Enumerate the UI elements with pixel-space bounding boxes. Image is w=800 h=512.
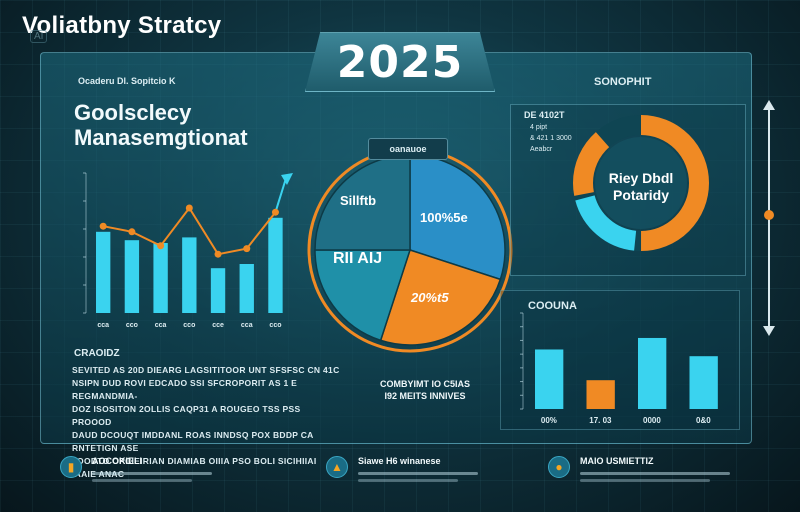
pie-slice (379, 249, 502, 346)
donut-center (595, 137, 687, 229)
bar (96, 231, 111, 313)
x-tick-label: cca (97, 322, 109, 329)
donut-segment-orange (573, 115, 709, 251)
footer-item-subline (92, 472, 212, 475)
bar (124, 240, 140, 313)
donut-ring-chart (573, 115, 709, 251)
summary-line-1: COMBYIMT IO C5IAS (379, 379, 470, 389)
pie-tab[interactable]: oanauoe (368, 138, 448, 160)
footer-item-subline (580, 479, 710, 482)
x-tick-label: 0000 (643, 416, 661, 425)
person-chart-icon: ● (548, 456, 570, 478)
app-title: Voliatbny Stratcy (22, 12, 222, 39)
line-point (157, 242, 165, 250)
footer-item-title: AOCOKIELI (92, 456, 143, 466)
x-tick-label: 00% (541, 416, 557, 425)
trend-arrow-icon (281, 173, 293, 185)
x-tick-label: cca (241, 322, 253, 329)
pie-slice-label-4: 20%t5 (411, 290, 449, 305)
donut-center-line-1: Riey Dbdl (608, 170, 674, 186)
x-tick-label: cco (269, 322, 281, 329)
bar (153, 243, 168, 313)
footer-item-3[interactable]: ● MAIO USMIETTIZ (548, 456, 730, 482)
x-tick-label: cco (126, 322, 138, 329)
x-tick-label: cca (155, 322, 167, 329)
bar (638, 337, 667, 409)
chart-icon: ▲ (326, 456, 348, 478)
ai-badge: AI (30, 30, 48, 43)
heading-line-1: Goolsclecy (74, 100, 192, 125)
x-tick-label: cce (212, 322, 224, 329)
year-label: 2025 (336, 36, 464, 88)
slider-down-arrow-icon[interactable] (763, 326, 775, 336)
footer-item-subline (358, 479, 458, 482)
bar (689, 356, 718, 409)
bar (182, 237, 197, 313)
donut-side-line-2: & 421 1 3000 (530, 135, 572, 142)
bar (268, 217, 283, 313)
text-line: SEVITED AS 20D DIEARG LAGSITITOOR UNT SF… (72, 365, 340, 375)
footer-bar: ▮ AOCOKIELI ▲ Siawe H6 winanese ● MAIO U… (0, 448, 800, 512)
x-tick-label: 17. 03 (589, 416, 612, 425)
header-left-label: Ocaderu Dl. Sopitcio K (78, 76, 176, 86)
donut-side-title: DE 4102T (524, 110, 565, 120)
line-point (271, 208, 279, 216)
footer-item-subline (358, 472, 478, 475)
center-pie-chart (307, 147, 513, 353)
slider-up-arrow-icon[interactable] (763, 100, 775, 110)
line-point (214, 250, 222, 258)
text-line: DAUD DCOUQT IMDDANL ROAS INNDSQ POX BDDP… (72, 430, 314, 453)
year-tab[interactable]: 2025 (305, 32, 495, 92)
pie-slice (314, 249, 412, 342)
right-chart-title: COOUNA (528, 300, 577, 312)
footer-item-subline (580, 472, 730, 475)
footer-item-title: Siawe H6 winanese (358, 456, 441, 466)
footer-item-subline (92, 479, 192, 482)
slider-knob[interactable] (764, 210, 774, 220)
bar (239, 264, 254, 313)
bar (586, 380, 615, 409)
line-point (128, 228, 136, 236)
text-block-title: CRAOIDZ (74, 348, 120, 359)
right-bar-chart-panel: 00% 17. 03 0000 0&0 (500, 290, 740, 430)
pie-slice-label-2: 100%5e (420, 210, 468, 225)
donut-center-line-2: Potaridy (612, 187, 669, 203)
pie-tab-label: oanauoe (389, 144, 427, 154)
line-point (243, 245, 251, 253)
bar (210, 268, 226, 313)
summary-box: COMBYIMT IO C5IAS I92 MEITS INNIVES (355, 370, 495, 410)
pie-slice-label-3: RII AIJ (333, 250, 383, 267)
text-line: DOZ ISOSITON 2OLLIS CAQP31 A ROUGEO TSS … (72, 404, 301, 427)
chart-icon: ▮ (60, 456, 82, 478)
vertical-slider[interactable] (763, 100, 775, 336)
heading-line-2: Manasemgtionat (74, 125, 248, 150)
donut-side-line-3: Aeabcr (530, 146, 553, 153)
text-line: NSIPN DUD ROVI EDCADO SSI SFCROPORIT AS … (72, 378, 298, 401)
left-chart-svg: cca cco cca cco cce cca cco (83, 172, 293, 329)
right-chart-svg: 00% 17. 03 0000 0&0 (520, 312, 718, 425)
donut-segment-orange-2 (573, 115, 709, 251)
summary-line-2: I92 MEITS INNIVES (384, 391, 466, 401)
section-heading: Goolsclecy Manasemgtionat (74, 100, 248, 150)
footer-item-title: MAIO USMIETTIZ (580, 456, 654, 466)
footer-item-1[interactable]: ▮ AOCOKIELI (60, 456, 212, 482)
header-right-label: SONOPHIT (594, 76, 652, 88)
left-bar-line-chart: cca cco cca cco cce cca cco (72, 165, 297, 335)
x-tick-label: 0&0 (696, 416, 711, 425)
donut-side-line-1: 4 pipt (530, 124, 548, 131)
pie-slice-label-1: Sillftb (340, 193, 377, 208)
line-point (185, 204, 193, 212)
line-point (99, 222, 107, 230)
footer-item-2[interactable]: ▲ Siawe H6 winanese (326, 456, 478, 482)
donut-center-text: Riey Dbdl Potaridy (590, 170, 692, 204)
bar (535, 349, 564, 409)
x-tick-label: cco (183, 322, 195, 329)
